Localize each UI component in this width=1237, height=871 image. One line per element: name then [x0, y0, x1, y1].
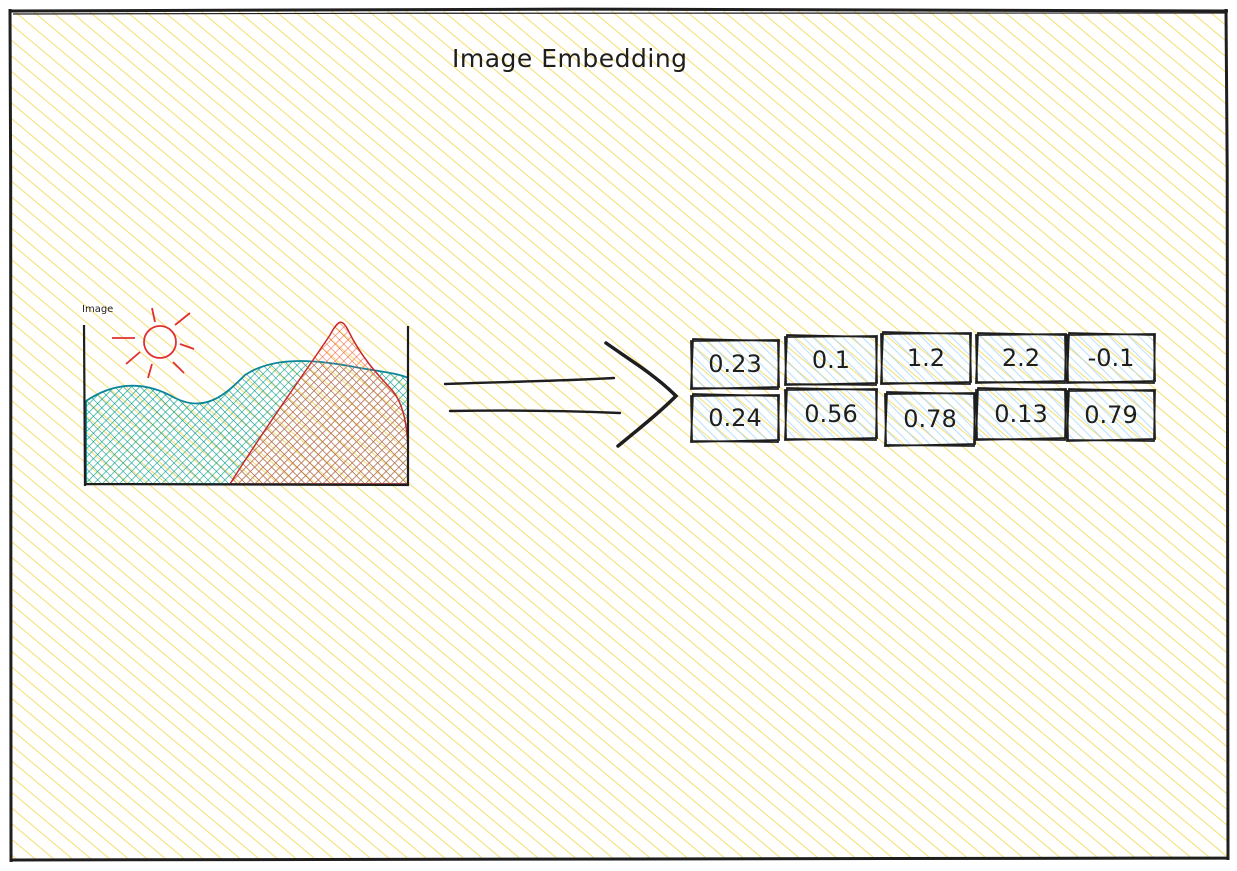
embedding-cell: -0.1: [1066, 332, 1156, 384]
sun-icon: [112, 307, 195, 379]
embedding-value: 0.1: [812, 346, 850, 374]
embedding-value: 2.2: [1002, 344, 1040, 372]
embedding-cell: 0.78: [884, 391, 976, 447]
embedding-value: 0.56: [804, 400, 857, 428]
embedding-cell: 0.23: [690, 338, 780, 390]
embedding-value: 0.79: [1084, 401, 1137, 429]
embedding-value: -0.1: [1088, 344, 1135, 372]
embedding-value: 0.13: [994, 400, 1047, 428]
diagram-title: Image Embedding: [452, 44, 688, 73]
embedding-value: 1.2: [907, 344, 945, 372]
embedding-cell: 2.2: [975, 332, 1067, 384]
embedding-value: 0.24: [708, 404, 761, 432]
image-label: Image: [82, 304, 114, 315]
embedding-cell: 1.2: [880, 331, 972, 385]
mountain-shape: [228, 321, 409, 485]
embedding-cell: 0.24: [690, 393, 780, 443]
arrow-icon: [443, 341, 679, 448]
landscape-icon: [82, 321, 410, 487]
embedding-value: 0.78: [903, 405, 956, 433]
embedding-cell: 0.79: [1066, 388, 1156, 442]
embedding-cell: 0.1: [784, 334, 878, 386]
embedding-cell: 0.13: [975, 387, 1067, 441]
embedding-cell: 0.56: [784, 387, 878, 441]
embedding-vector: 0.23 0.1 1.2 2.2 -0.1 0.24 0.56 0.78 0.13 0.79: [690, 331, 1156, 447]
embedding-value: 0.23: [708, 350, 761, 378]
